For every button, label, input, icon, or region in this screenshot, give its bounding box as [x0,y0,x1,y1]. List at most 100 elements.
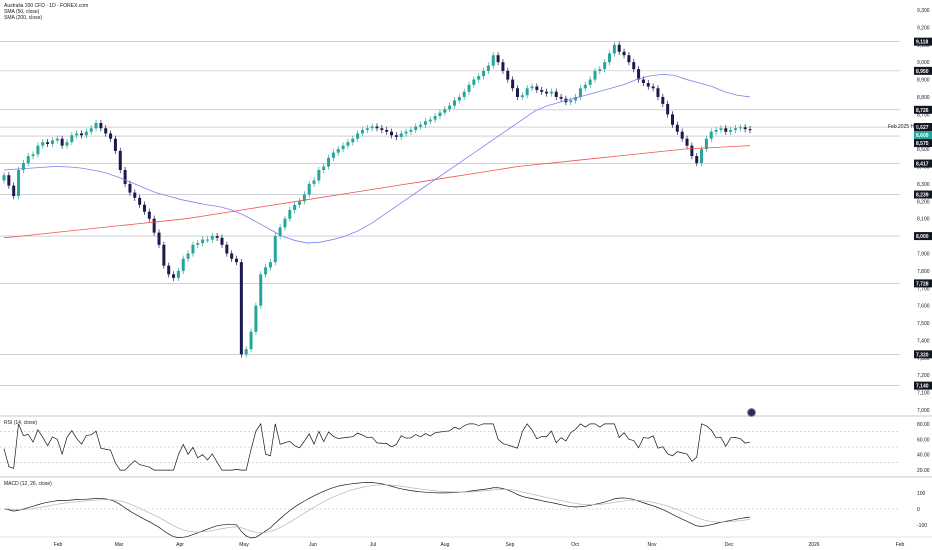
candle [356,133,360,139]
x-tick: Sep [506,542,515,548]
candle [666,103,670,115]
candle [375,126,379,129]
candle [89,128,93,132]
candle [617,44,621,52]
price-badge-bg [914,139,932,148]
feb-high-annotation: Feb 2025 High [888,124,921,130]
price-tick: 8,300 [917,182,930,188]
candle [680,131,684,139]
candle [501,62,505,71]
candle [278,227,282,237]
price-badge: 8,239 [916,193,929,199]
rsi-tick: 40.00 [917,453,930,459]
candle [365,128,369,130]
candle [322,166,326,170]
price-tick: 7,000 [917,408,930,414]
event-icon[interactable] [747,408,756,417]
x-tick: Dec [725,542,734,548]
x-tick: Nov [648,542,657,548]
candle [297,201,301,205]
candle [670,114,674,125]
candle [273,236,277,263]
candle [341,145,345,150]
candle [704,138,708,150]
candle [724,128,728,132]
price-badge: 8,575 [916,141,929,147]
price-tick: 7,600 [917,304,930,310]
price-tick: 7,900 [917,251,930,257]
price-badge-bg [914,66,932,75]
candle [525,88,529,96]
price-tick: 7,700 [917,286,930,292]
candle [138,197,142,205]
candle [399,133,403,137]
x-tick: Mar [115,542,124,548]
candle [385,130,389,132]
candle [646,83,650,87]
candle [172,274,176,278]
candle [210,236,214,240]
candle [336,149,340,153]
candle [467,84,471,92]
candle [70,135,74,143]
x-tick: Feb [896,542,905,548]
macd-tick: -100 [917,523,927,529]
candle [438,112,442,117]
candle [118,150,122,170]
price-badge: 8,726 [916,108,929,114]
candle [443,109,447,113]
candle [312,180,316,184]
candle [331,152,335,158]
candle [55,138,59,141]
candle [249,331,253,350]
price-badge-bg [914,190,932,199]
candle [448,105,452,110]
price-badge-bg [914,159,932,168]
price-tick: 8,900 [917,78,930,84]
candle [201,239,205,244]
candle [307,183,311,195]
candle [690,145,694,157]
candle [186,253,190,259]
candle [423,121,427,125]
candle [545,91,549,94]
candle [346,142,350,146]
candle [559,96,563,99]
macd-tick: 0 [917,507,920,513]
candle [700,149,704,164]
x-tick: 2026 [808,542,819,548]
candle [12,185,16,197]
candle [733,128,737,130]
candle [738,127,742,129]
candle [181,258,185,271]
candle [419,124,423,127]
candle [390,131,394,136]
candle [283,218,287,228]
macd-legend: MACD (12, 26, close) [4,481,52,487]
rsi-line [3,422,751,471]
price-tick: 7,400 [917,338,930,344]
candle [235,258,239,263]
candle [293,204,297,210]
candle [627,55,631,63]
macd-signal-line [3,484,751,534]
price-tick: 8,100 [917,217,930,223]
candle [215,236,219,238]
candle [2,175,6,181]
price-tick: 8,200 [917,199,930,205]
candle [360,130,364,134]
price-tick: 9,000 [917,60,930,66]
candle [656,88,660,97]
rsi-tick: 60.00 [917,437,930,443]
candle [94,123,98,129]
price-badge: 8,627 [916,125,929,131]
candle [608,53,612,63]
candle [167,265,171,275]
candle [7,175,11,186]
candle [288,210,292,219]
candle [632,62,636,70]
candle [75,133,79,136]
x-tick: May [239,542,249,548]
candle [113,138,117,151]
